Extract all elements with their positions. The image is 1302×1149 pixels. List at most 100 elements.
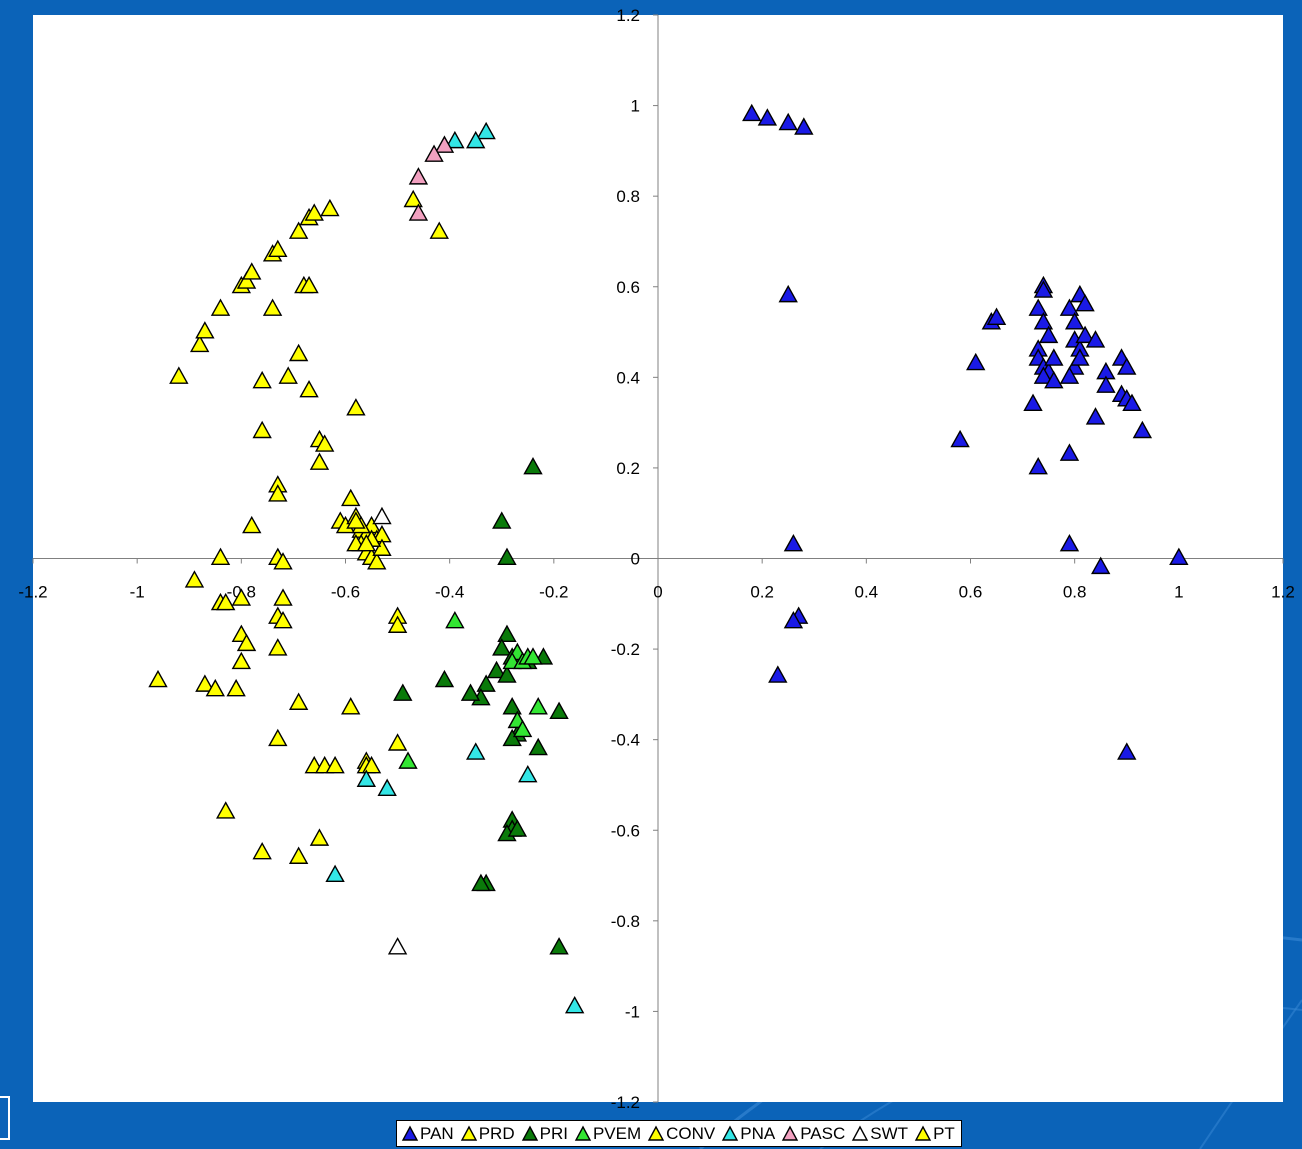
data-point: [1064, 312, 1085, 330]
data-point: [1096, 375, 1116, 393]
data-point: [252, 420, 272, 439]
y-tick-label: -0.2: [611, 640, 640, 659]
data-point: [778, 112, 798, 131]
data-point: [466, 742, 486, 760]
triangle-marker-icon: [782, 1125, 799, 1141]
series-pasc: [408, 135, 455, 221]
data-point: [242, 515, 262, 534]
data-point: [262, 298, 283, 316]
x-tick-label: -1: [130, 583, 145, 602]
legend-item-pna: PNA: [721, 1124, 775, 1144]
data-point: [471, 873, 491, 892]
data-point: [189, 334, 210, 353]
data-point: [403, 189, 423, 208]
data-point: [309, 828, 330, 846]
data-point: [507, 819, 528, 837]
data-point: [367, 552, 387, 570]
data-point: [1044, 370, 1064, 389]
data-point: [1028, 456, 1048, 475]
data-point: [518, 764, 538, 783]
data-point: [288, 343, 309, 362]
x-tick-label: 1.2: [1271, 583, 1295, 602]
data-point: [236, 633, 257, 652]
y-tick-label: -1.2: [611, 1093, 640, 1112]
data-point: [195, 321, 215, 339]
data-point: [268, 638, 288, 656]
data-point: [429, 221, 449, 239]
data-point: [1033, 312, 1054, 330]
y-tick-label: 0.4: [616, 368, 640, 387]
data-point: [408, 203, 429, 221]
data-point: [502, 728, 522, 747]
data-point: [549, 937, 569, 955]
data-point: [528, 737, 548, 756]
data-point: [1059, 533, 1080, 552]
data-point: [393, 683, 413, 701]
data-point: [497, 547, 517, 566]
y-tick-label: 0.2: [616, 459, 640, 478]
data-point: [492, 511, 512, 529]
data-point: [148, 669, 168, 688]
data-point: [320, 198, 340, 217]
data-point: [242, 262, 262, 280]
legend-item-conv: CONV: [647, 1124, 715, 1144]
data-point: [346, 398, 366, 416]
data-point: [486, 660, 507, 679]
data-point: [1023, 393, 1043, 412]
y-tick-label: -0.6: [611, 821, 640, 840]
data-point: [231, 588, 252, 606]
data-point: [445, 610, 465, 629]
axes: [32, 14, 1284, 1103]
data-point: [288, 692, 309, 710]
triangle-marker-icon: [914, 1125, 932, 1141]
triangle-marker-icon: [460, 1125, 477, 1141]
data-point: [361, 755, 382, 774]
data-point: [1122, 393, 1142, 412]
data-point: [549, 701, 569, 720]
y-tick-label: -0.4: [611, 731, 640, 750]
data-point: [1044, 348, 1064, 366]
data-point: [299, 379, 319, 398]
data-point: [986, 307, 1007, 325]
data-point: [210, 547, 231, 566]
legend-label: PAN: [420, 1123, 454, 1143]
data-point: [492, 638, 512, 656]
legend-label: PASC: [800, 1123, 846, 1143]
legend-label: PRD: [478, 1123, 515, 1143]
data-point: [278, 366, 298, 384]
data-point: [377, 778, 397, 797]
legend-label: PVEM: [592, 1123, 642, 1143]
x-tick-label: 0: [653, 583, 662, 602]
x-tick-label: 1: [1174, 583, 1183, 602]
data-point: [205, 678, 225, 697]
data-point: [497, 665, 517, 683]
data-point: [252, 841, 272, 860]
data-point: [387, 615, 408, 633]
y-tick-label: -1: [625, 1002, 640, 1021]
data-point: [1091, 556, 1111, 575]
legend-item-prd: PRD: [460, 1124, 515, 1144]
data-point: [502, 697, 522, 715]
y-tick-label: 1: [631, 97, 640, 116]
data-point: [1059, 366, 1080, 384]
triangle-marker-icon: [521, 1125, 538, 1141]
y-tick-label: -0.8: [611, 912, 640, 931]
data-point: [466, 130, 486, 149]
data-point: [268, 239, 288, 258]
triangle-marker-icon: [401, 1125, 419, 1141]
x-tick-label: 0.6: [959, 583, 983, 602]
data-point: [434, 669, 455, 688]
data-point: [476, 121, 496, 140]
data-point: [1085, 330, 1106, 348]
data-point: [304, 203, 324, 221]
data-point: [1028, 298, 1048, 316]
data-point: [273, 588, 293, 606]
data-point: [273, 552, 293, 570]
data-point: [372, 506, 392, 525]
series-swt: [372, 506, 408, 955]
legend-label: PRI: [539, 1123, 568, 1143]
y-tick-label: 0.8: [616, 187, 640, 206]
x-tick-label: -1.2: [18, 583, 47, 602]
data-point: [497, 624, 517, 643]
